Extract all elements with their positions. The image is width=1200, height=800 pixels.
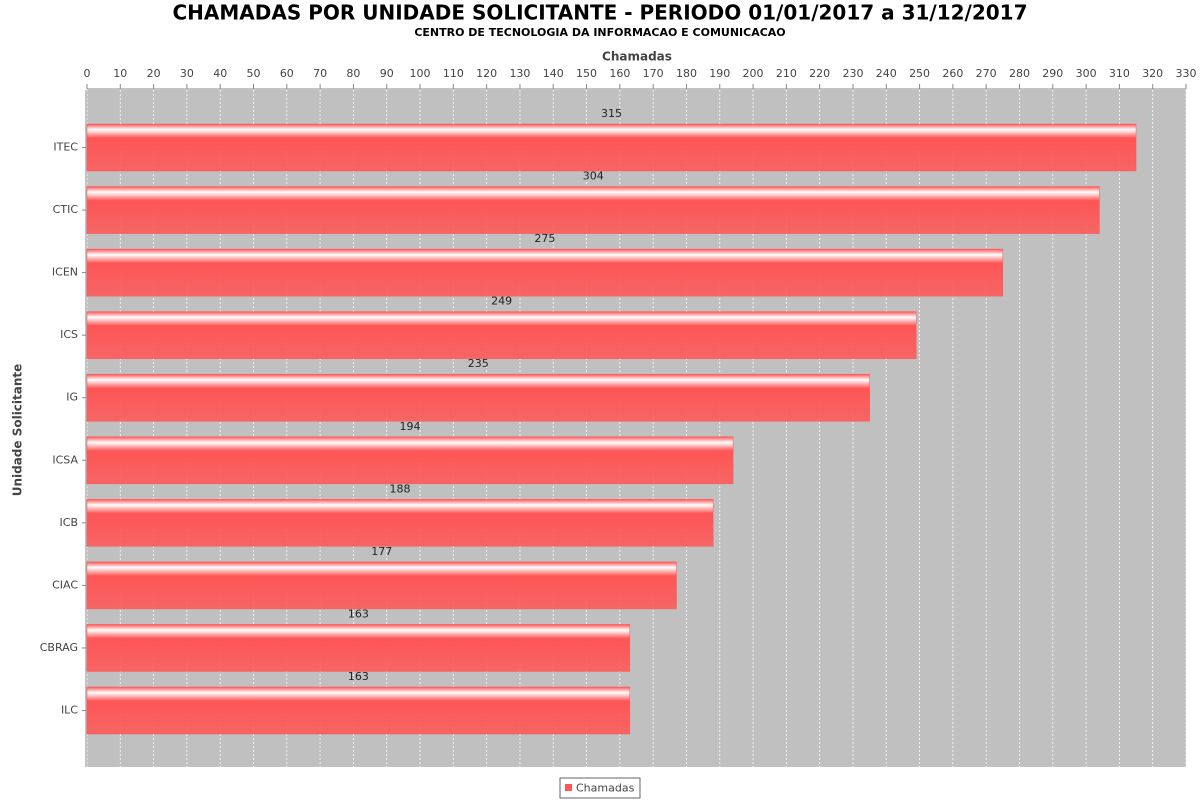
bar	[86, 436, 734, 485]
y-tick-label: ICSA	[52, 453, 78, 466]
x-tick-label: 20	[147, 67, 161, 80]
x-tick-label: 180	[676, 67, 697, 80]
value-label: 235	[468, 357, 489, 370]
legend-swatch	[565, 784, 572, 791]
x-tick-label: 150	[576, 67, 597, 80]
value-label: 188	[390, 482, 411, 495]
y-tick-label: ICB	[60, 516, 78, 529]
y-tick-label: ICEN	[52, 266, 78, 279]
bar	[86, 248, 1004, 297]
bar	[86, 186, 1100, 234]
value-label: 163	[348, 607, 369, 620]
x-axis-title: Chamadas	[602, 50, 672, 64]
x-tick-label: 200	[743, 67, 764, 80]
y-tick-label: ICS	[60, 328, 78, 341]
x-tick-label: 40	[213, 67, 227, 80]
x-tick-label: 240	[876, 67, 897, 80]
x-tick-label: 230	[842, 67, 863, 80]
x-tick-label: 90	[380, 67, 394, 80]
y-axis-title: Unidade Solicitante	[11, 364, 25, 497]
x-tick-label: 0	[84, 67, 91, 80]
x-tick-label: 170	[643, 67, 664, 80]
x-tick-label: 110	[443, 67, 464, 80]
x-tick-label: 50	[247, 67, 261, 80]
x-tick-label: 10	[113, 67, 127, 80]
value-label: 177	[371, 545, 392, 558]
x-tick-label: 330	[1176, 67, 1197, 80]
x-tick-label: 80	[346, 67, 360, 80]
x-tick-label: 100	[410, 67, 431, 80]
y-tick-label: CBRAG	[40, 641, 78, 654]
value-label: 163	[348, 670, 369, 683]
value-label: 275	[534, 232, 555, 245]
x-tick-label: 190	[709, 67, 730, 80]
legend-box	[559, 777, 641, 799]
bar	[86, 123, 1137, 172]
x-tick-label: 250	[909, 67, 930, 80]
y-tick-label: ILC	[61, 704, 78, 717]
chart-title: CHAMADAS POR UNIDADE SOLICITANTE - PERIO…	[172, 1, 1027, 25]
value-label: 315	[601, 107, 622, 120]
x-tick-label: 210	[776, 67, 797, 80]
bar	[86, 499, 714, 547]
x-tick-label: 140	[543, 67, 564, 80]
chart-subtitle: CENTRO DE TECNOLOGIA DA INFORMACAO E COM…	[414, 26, 785, 39]
value-label: 249	[491, 295, 512, 308]
bar	[86, 561, 677, 610]
y-tick-label: ITEC	[53, 141, 78, 154]
x-tick-label: 310	[1109, 67, 1130, 80]
y-tick-label: CIAC	[52, 578, 78, 591]
x-tick-label: 70	[313, 67, 327, 80]
x-tick-label: 290	[1042, 67, 1063, 80]
value-label: 304	[583, 170, 604, 183]
value-label: 194	[400, 420, 421, 433]
x-tick-label: 320	[1142, 67, 1163, 80]
bar	[86, 311, 917, 359]
legend-label: Chamadas	[576, 782, 635, 795]
bar	[86, 373, 870, 422]
x-tick-label: 280	[1009, 67, 1030, 80]
y-tick-label: CTIC	[53, 203, 79, 216]
x-tick-label: 220	[809, 67, 830, 80]
x-tick-label: 60	[280, 67, 294, 80]
x-tick-label: 120	[476, 67, 497, 80]
bar	[86, 686, 631, 735]
y-tick-label: IG	[66, 391, 78, 404]
x-tick-label: 260	[942, 67, 963, 80]
x-tick-label: 30	[180, 67, 194, 80]
bar	[86, 624, 631, 672]
x-tick-label: 300	[1076, 67, 1097, 80]
x-tick-label: 270	[976, 67, 997, 80]
x-tick-label: 130	[509, 67, 530, 80]
x-tick-label: 160	[609, 67, 630, 80]
